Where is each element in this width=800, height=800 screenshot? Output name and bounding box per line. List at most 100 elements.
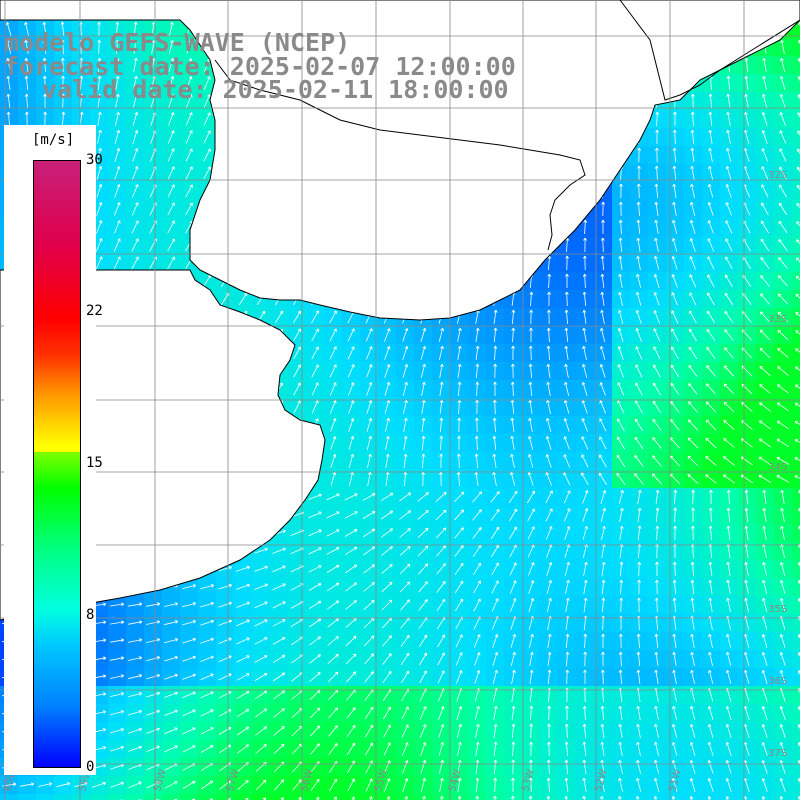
wind-arrow [110, 727, 124, 734]
wind-arrow [796, 202, 800, 209]
wind-arrow [546, 417, 552, 432]
wind-arrow [690, 201, 696, 216]
wind-arrow [348, 471, 354, 486]
wind-arrow [635, 400, 643, 414]
wind-arrow [492, 471, 497, 486]
wind-arrow [364, 653, 374, 665]
wind-arrow [43, 111, 48, 127]
wind-arrow [218, 673, 232, 681]
wind-arrow [509, 580, 517, 594]
wind-cell [126, 794, 144, 800]
wind-arrow [653, 310, 660, 324]
wind-arrow [760, 275, 770, 287]
wind-arrow [690, 147, 695, 162]
wind-arrow [438, 742, 445, 756]
wind-cell [216, 794, 234, 800]
wind-arrow [419, 670, 427, 684]
wind-arrow [365, 742, 373, 756]
wind-arrow [132, 130, 139, 144]
wind-arrow [402, 778, 409, 792]
wind-arrow [209, 798, 213, 800]
wind-arrow [402, 381, 408, 396]
wind-arrow [456, 471, 461, 487]
wind-arrow [385, 435, 390, 450]
wind-arrow [386, 796, 391, 800]
wind-arrow [582, 309, 587, 324]
wind-arrow [510, 363, 515, 379]
wind-arrow [438, 471, 443, 487]
wind-arrow [636, 237, 641, 252]
wind-arrow [708, 93, 713, 109]
wind-arrow [436, 581, 446, 593]
wind-arrow [344, 511, 358, 519]
wind-arrow [635, 310, 642, 324]
northern-coast [214, 59, 586, 251]
wind-arrow [347, 760, 355, 774]
wind-arrow [167, 184, 175, 198]
wind-arrow [617, 364, 624, 378]
wind-arrow [759, 347, 771, 359]
wind-arrow [707, 724, 714, 738]
wind-arrow [779, 706, 786, 720]
wind-arrow [691, 507, 695, 522]
wind-arrow [347, 328, 355, 342]
wind-arrow [403, 417, 408, 432]
wind-arrow [186, 39, 193, 54]
wind-arrow [528, 777, 533, 793]
wind-arrow [655, 507, 660, 523]
wind-arrow [420, 327, 427, 342]
wind-arrow [564, 508, 571, 522]
wind-arrow [310, 743, 320, 755]
wind-arrow [381, 599, 393, 611]
wind-arrow [92, 781, 107, 788]
wind-cell [792, 398, 800, 416]
wind-arrow [779, 94, 786, 108]
wind-cell [792, 668, 800, 686]
wind-arrow [672, 579, 677, 595]
wind-arrow [182, 727, 196, 735]
wind-arrow [457, 795, 462, 800]
wind-arrow [601, 201, 606, 217]
wind-arrow [308, 547, 322, 555]
wind-arrow [438, 759, 444, 774]
wind-arrow [128, 691, 143, 698]
wind-arrow [583, 219, 588, 235]
wind-cell [36, 794, 54, 800]
wind-arrow [583, 597, 588, 612]
wind-arrow [457, 435, 461, 450]
wind-arrow [546, 327, 551, 343]
wind-arrow [510, 381, 515, 397]
wind-arrow [776, 402, 789, 412]
wind-arrow [218, 709, 232, 717]
wind-arrow [635, 364, 643, 378]
wind-cell [792, 578, 800, 596]
wind-arrow [564, 759, 569, 775]
wind-arrow [618, 489, 624, 504]
wind-arrow [236, 601, 250, 608]
wind-arrow [132, 166, 139, 180]
wind-arrow [167, 256, 175, 270]
wind-arrow [743, 634, 750, 648]
wind-arrow [654, 219, 659, 234]
wind-arrow [652, 455, 662, 467]
wind-arrow [346, 707, 356, 719]
wind-arrow [582, 490, 589, 504]
wind-arrow [38, 782, 53, 787]
wind-arrow [363, 635, 375, 647]
wind-arrow [726, 651, 732, 666]
wind-arrow [795, 366, 800, 371]
wind-arrow [345, 582, 357, 592]
lat-label: 34S [768, 462, 787, 473]
wind-arrow [563, 472, 571, 486]
wind-arrow [671, 742, 678, 756]
wind-arrow [759, 311, 770, 323]
wind-arrow [164, 691, 178, 698]
wind-arrow [744, 75, 749, 90]
wind-arrow [583, 669, 587, 684]
wind-arrow [308, 618, 322, 628]
wind-arrow [420, 346, 427, 360]
wind-arrow [761, 130, 768, 144]
wind-arrow [492, 634, 499, 648]
wind-arrow [636, 723, 641, 738]
wind-arrow [186, 58, 193, 72]
